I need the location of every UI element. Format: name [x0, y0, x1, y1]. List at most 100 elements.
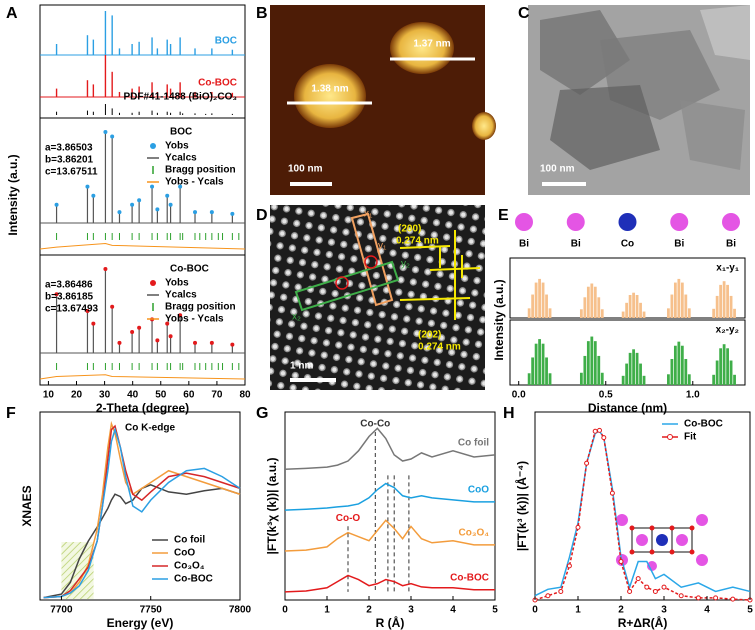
- bi-atom: [636, 534, 648, 546]
- series-line: [534, 429, 751, 601]
- nanosheet: [390, 22, 454, 74]
- afm-image: 1.37 nm 1.38 nm 100 nm: [270, 5, 496, 195]
- bar: [722, 344, 726, 385]
- x-tick-label: 0.5: [599, 390, 613, 401]
- bar: [541, 343, 545, 385]
- obs-point: [230, 342, 235, 347]
- bar: [600, 309, 604, 318]
- bar: [621, 311, 625, 318]
- legend-label: Fit: [684, 432, 697, 443]
- bar: [586, 341, 590, 385]
- lattice-parameter: c=13.67493: [45, 304, 99, 315]
- bar: [726, 284, 729, 318]
- o-atom: [689, 525, 695, 531]
- obs-point: [209, 340, 214, 345]
- bar: [712, 374, 716, 385]
- co-atom: [656, 534, 668, 546]
- x-axis-label: Distance (nm): [588, 401, 667, 415]
- point: [644, 584, 650, 590]
- obs-point: [91, 193, 96, 198]
- bar: [625, 302, 629, 318]
- panel-label: D: [256, 207, 268, 224]
- lattice-parameter: b=3.86201: [45, 155, 94, 166]
- bar: [642, 311, 646, 318]
- peak-label: Co-Co: [360, 419, 390, 430]
- chart-title: Co-BOC: [170, 264, 209, 275]
- tem-image: 100 nm: [528, 5, 750, 195]
- point: [545, 593, 551, 599]
- co-site: [364, 255, 378, 269]
- scale-label: 100 nm: [288, 164, 323, 175]
- plot-frame: [284, 411, 496, 601]
- legend-label: Yobs - Ycals: [165, 177, 224, 188]
- legend-label: Yobs - Ycals: [165, 314, 224, 325]
- point: [627, 588, 633, 594]
- bar: [545, 294, 548, 318]
- x-tick-label: 80: [239, 390, 251, 401]
- x-tick-label: 2: [618, 605, 624, 616]
- obs-point: [54, 292, 59, 297]
- bar: [670, 294, 674, 318]
- bar: [541, 282, 545, 318]
- lattice-parameter: a=3.86503: [45, 143, 93, 154]
- bar: [625, 363, 629, 385]
- x-tick-label: 4: [450, 605, 456, 616]
- y-axis-label: Intensity (a.u.): [6, 154, 20, 235]
- line-profile-box: [294, 260, 400, 312]
- obs-point: [193, 210, 198, 215]
- series-label: Co₃O₄: [459, 527, 490, 538]
- atom-label: Bi: [726, 239, 736, 250]
- sheet: [700, 5, 750, 60]
- bar: [545, 357, 548, 385]
- bar: [579, 372, 583, 385]
- bar: [670, 358, 674, 385]
- x-tick-label: 3: [408, 605, 414, 616]
- obs-point: [117, 210, 122, 215]
- spacing-label: 0.274 nm: [396, 236, 439, 247]
- lattice-parameter: b=3.86185: [45, 292, 94, 303]
- x-tick-label: 0: [532, 605, 538, 616]
- obs-point: [130, 202, 135, 207]
- bar: [628, 352, 632, 385]
- x-axis-label: R+ΔR(Å): [618, 615, 668, 630]
- atom: [618, 213, 637, 231]
- structure-inset: [616, 514, 708, 571]
- o-atom: [629, 525, 635, 531]
- point: [601, 435, 607, 441]
- x-tick-label: 60: [183, 390, 195, 401]
- nanosheet: [472, 112, 496, 140]
- y-axis-label: Intensity (a.u.): [492, 279, 506, 360]
- panel-label: F: [6, 405, 16, 422]
- bar: [733, 308, 736, 318]
- series-label: x₁-y₁: [716, 263, 739, 274]
- bar: [715, 360, 719, 385]
- point: [652, 588, 658, 594]
- obs-point: [103, 267, 108, 271]
- chart-title: BOC: [170, 127, 192, 138]
- x-tick-label: 7750: [140, 605, 163, 616]
- y-axis-label: |FT(k³χ (k))| (a.u.): [265, 458, 279, 555]
- lattice-parameter: c=13.67511: [45, 167, 98, 178]
- bar: [673, 282, 677, 318]
- x-axis-label: 2-Theta (degree): [96, 401, 189, 415]
- obs-point: [155, 338, 160, 343]
- point: [609, 490, 615, 496]
- legend-symbol: [150, 280, 156, 286]
- obs-point: [230, 211, 235, 216]
- sheet: [680, 100, 745, 170]
- obs-point: [91, 321, 96, 326]
- series-line: [284, 574, 495, 593]
- legend-label: Ycalcs: [165, 153, 197, 164]
- obs-point: [54, 202, 59, 207]
- legend-label: Bragg position: [165, 302, 236, 313]
- obs-point: [85, 184, 90, 189]
- x-tick-label: 30: [99, 390, 111, 401]
- o-atom: [689, 549, 695, 555]
- bar: [719, 348, 723, 385]
- lattice: [270, 205, 485, 390]
- height-label: 1.38 nm: [311, 84, 348, 95]
- bar: [719, 284, 723, 318]
- bar: [733, 374, 736, 385]
- bar: [597, 355, 601, 385]
